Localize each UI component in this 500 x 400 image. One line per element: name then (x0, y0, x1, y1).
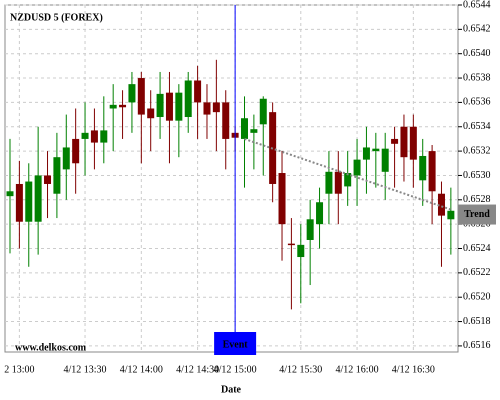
x-tick-label: 4/12 16:30 (392, 364, 435, 375)
candle-body (72, 138, 80, 164)
y-tick-label: 0.6534 (463, 121, 491, 132)
y-tick-label: 0.6516 (463, 340, 491, 351)
candle-body (44, 175, 52, 184)
candle-body (344, 173, 352, 187)
y-tick-label: 0.6520 (463, 292, 491, 303)
y-tick-label: 0.6532 (463, 145, 491, 156)
candle-body (81, 132, 89, 139)
candle-body (316, 202, 324, 225)
x-tick-label: 4/12 15:00 (214, 364, 257, 375)
watermark: www.delkos.com (15, 342, 87, 353)
y-tick-label: 0.6530 (463, 170, 491, 181)
candle-body (222, 102, 230, 139)
candle-body (325, 171, 333, 194)
candle-body (409, 126, 417, 160)
y-tick-label: 0.6544 (463, 0, 491, 10)
trend-line (244, 137, 452, 211)
candle-body (334, 171, 342, 194)
candle-body (278, 173, 286, 225)
candle-body (184, 80, 192, 118)
event-box (214, 332, 257, 355)
x-axis-label: Date (221, 384, 242, 395)
candle-body (428, 151, 436, 192)
candle-body (306, 219, 314, 240)
y-tick-label: 0.6538 (463, 72, 491, 83)
x-tick-label: 4/12 15:30 (279, 364, 322, 375)
plot-area (4, 4, 459, 353)
y-tick-label: 0.6542 (463, 24, 491, 35)
y-tick-label: 0.6524 (463, 243, 491, 254)
candle-body (241, 118, 248, 139)
trend-label: Trend (464, 209, 490, 220)
candle-body (372, 148, 380, 152)
candle-body (437, 193, 445, 216)
candle-body (25, 181, 33, 222)
candle-body (119, 104, 127, 108)
candle-body (194, 80, 202, 103)
x-tick-label: 4/12 13:30 (64, 364, 107, 375)
event-label: Event (223, 339, 249, 350)
candle-body (250, 129, 258, 133)
candle-body (109, 104, 117, 109)
candle-body (362, 147, 370, 160)
candle-body (100, 130, 108, 143)
candle-body (62, 147, 70, 170)
x-tick-label: 2 13:00 (4, 364, 34, 375)
candle-body (15, 183, 23, 222)
x-tick-label: 4/12 14:30 (176, 364, 219, 375)
candle-body (259, 98, 267, 125)
x-tick-label: 4/12 16:00 (336, 364, 379, 375)
candle-body (391, 138, 399, 144)
candle-body (137, 78, 145, 115)
candle-body (419, 155, 427, 181)
candle-body (381, 148, 389, 172)
candle-body (6, 191, 14, 197)
trend-box (458, 204, 496, 225)
candle-body (165, 92, 173, 121)
candle-body (287, 243, 295, 246)
x-tick-label: 4/12 14:00 (120, 364, 163, 375)
chart-title: NZDUSD 5 (FOREX) (10, 12, 103, 23)
candle-body (203, 102, 211, 115)
candle-body (90, 130, 98, 143)
candle-body (34, 175, 42, 222)
candle-body (447, 210, 455, 220)
candle-body (147, 108, 155, 119)
y-tick-label: 0.6536 (463, 97, 491, 108)
candle-body (53, 157, 61, 194)
y-tick-label: 0.6522 (463, 267, 491, 278)
candle-body (212, 102, 220, 113)
y-tick-label: 0.6540 (463, 48, 491, 59)
candle-body (175, 92, 183, 121)
candle-body (128, 84, 136, 103)
y-tick-label: 0.6528 (463, 194, 491, 205)
y-tick-label: 0.6518 (463, 316, 491, 327)
candle-body (400, 126, 408, 158)
candle-body (353, 159, 361, 176)
candle-body (297, 244, 305, 258)
candle-body (156, 93, 164, 118)
